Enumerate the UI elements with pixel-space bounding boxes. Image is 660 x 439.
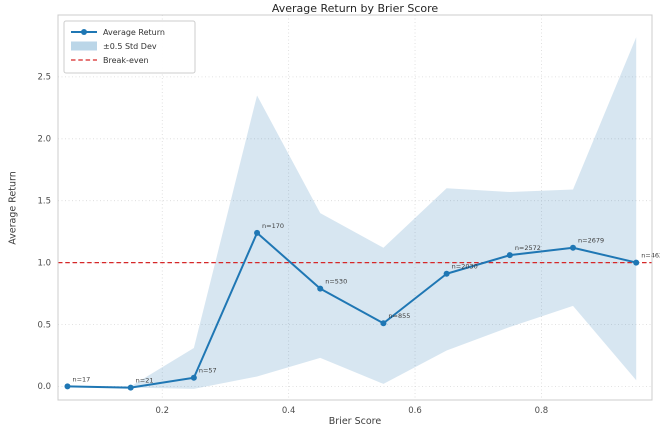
- legend-patch-sample: [71, 41, 97, 51]
- y-tick-label: 2.0: [37, 135, 51, 145]
- point-annotation: n=57: [199, 367, 217, 375]
- legend-marker-sample: [81, 29, 87, 35]
- x-tick-label: 0.2: [156, 406, 170, 416]
- y-tick-label: 1.0: [37, 258, 51, 268]
- point-annotation: n=21: [136, 377, 154, 385]
- point-annotation: n=530: [325, 278, 347, 286]
- point-annotation: n=17: [72, 375, 90, 383]
- data-point: [254, 229, 261, 236]
- point-annotation: n=855: [388, 312, 410, 320]
- average-return-line: [67, 231, 637, 389]
- point-annotation: n=2572: [515, 244, 541, 252]
- plot-border: [57, 14, 653, 401]
- y-tick-label: 0.5: [37, 320, 51, 330]
- data-point-markers: [64, 229, 640, 391]
- data-point: [64, 383, 71, 390]
- point-annotation: n=4627: [641, 252, 660, 260]
- data-point: [633, 259, 640, 266]
- data-point: [127, 384, 134, 391]
- data-point: [190, 374, 197, 381]
- y-tick-label: 1.5: [37, 196, 51, 206]
- legend-entry-label: ±0.5 Std Dev: [103, 42, 157, 51]
- x-tick-label: 0.4: [282, 406, 296, 416]
- x-tick-label: 0.8: [535, 406, 549, 416]
- y-axis-label: Average Return: [7, 171, 19, 245]
- y-tick-labels: 0.0 0.5 1.0 1.5 2.0 2.5: [37, 73, 51, 392]
- point-annotation: n=2679: [578, 237, 604, 245]
- x-tick-labels: 0.2 0.4 0.6 0.8: [156, 406, 549, 416]
- chart-title: Average Return by Brier Score: [271, 2, 439, 15]
- data-point: [317, 285, 324, 292]
- data-point: [506, 252, 513, 259]
- data-point: [570, 244, 577, 251]
- point-annotation: n=170: [262, 222, 284, 230]
- point-annotation: n=2030: [452, 263, 478, 271]
- y-tick-label: 2.5: [37, 73, 51, 83]
- x-axis-label: Brier Score: [328, 416, 382, 427]
- legend-entry-label: Average Return: [103, 28, 165, 37]
- data-point: [443, 270, 450, 277]
- point-annotations: n=17 n=21 n=57 n=170 n=530 n=855 n=2030 n=2572 n…: [72, 222, 660, 385]
- data-point: [380, 320, 387, 327]
- legend: Average Return ±0.5 Std Dev Break-even: [63, 20, 196, 74]
- legend-entry-label: Break-even: [103, 56, 149, 65]
- std-dev-band: [67, 37, 637, 389]
- x-tick-label: 0.6: [408, 406, 422, 416]
- y-tick-label: 0.0: [37, 382, 51, 392]
